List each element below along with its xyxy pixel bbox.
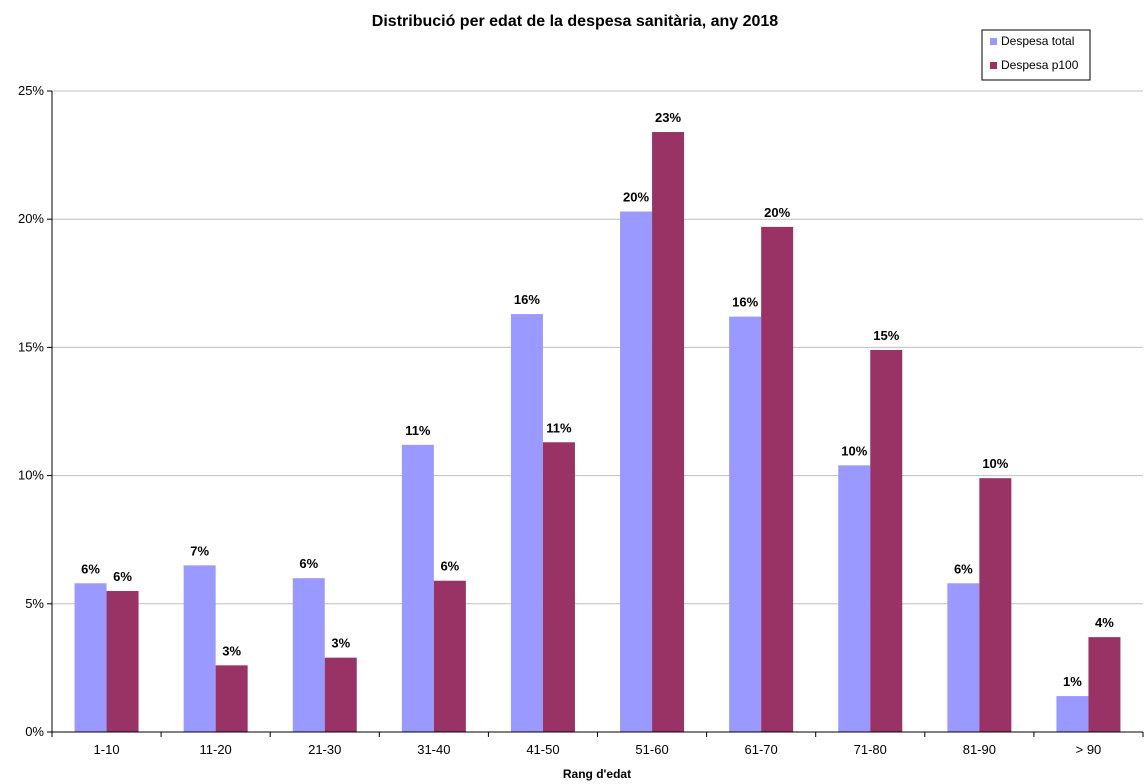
data-label: 20% (623, 190, 649, 205)
legend-box (981, 29, 1091, 81)
data-label: 20% (764, 205, 790, 220)
bar-despesa-p100 (542, 442, 575, 732)
bars (74, 132, 1121, 733)
y-tick-label: 5% (25, 596, 44, 611)
bar-despesa-p100 (652, 132, 685, 733)
data-label: 7% (190, 543, 209, 558)
data-label: 10% (841, 443, 867, 458)
bar-despesa-total (292, 578, 325, 732)
bar-despesa-total (729, 316, 762, 732)
x-tick-label: 41-50 (526, 742, 559, 757)
y-tick-label: 0% (25, 724, 44, 739)
bar-despesa-p100 (979, 478, 1012, 732)
x-tick-label: 61-70 (745, 742, 778, 757)
bar-despesa-p100 (215, 665, 248, 732)
bar-despesa-total (74, 583, 107, 732)
x-tick-label: 11-20 (200, 742, 232, 757)
x-tick-label: 81-90 (963, 742, 996, 757)
bar-despesa-p100 (433, 580, 466, 732)
data-label: 10% (982, 456, 1008, 471)
bar-despesa-p100 (106, 590, 139, 732)
x-tick-label: 21-30 (308, 742, 341, 757)
y-tick-label: 15% (18, 339, 44, 354)
bar-despesa-total (401, 444, 434, 732)
y-tick-label: 25% (18, 83, 44, 98)
data-label: 15% (873, 328, 899, 343)
x-tick-label: 51-60 (635, 742, 668, 757)
bar-despesa-total (510, 314, 543, 732)
x-tick-label: 31-40 (417, 742, 450, 757)
data-label: 11% (546, 420, 572, 435)
data-label: 1% (1063, 674, 1082, 689)
legend-swatch (990, 62, 997, 69)
bar-despesa-total (838, 465, 871, 732)
data-label: 11% (405, 423, 431, 438)
bar-despesa-total (1056, 696, 1089, 732)
legend: Despesa total Despesa p100 (981, 29, 1091, 81)
data-label: 6% (113, 569, 132, 584)
bar-despesa-p100 (870, 349, 903, 732)
chart-title: Distribució per edat de la despesa sanit… (372, 13, 779, 30)
bar-despesa-total (620, 211, 653, 732)
legend-swatch (990, 38, 997, 45)
data-label: 4% (1095, 615, 1114, 630)
y-tick-label: 20% (18, 211, 44, 226)
legend-label: Despesa p100 (1001, 58, 1079, 72)
data-label: 6% (299, 556, 318, 571)
data-label: 3% (331, 636, 350, 651)
x-tick-label: 71-80 (854, 742, 887, 757)
data-label: 23% (655, 110, 681, 125)
x-tick-label: 1-10 (94, 742, 120, 757)
bar-despesa-total (947, 583, 980, 732)
data-label: 6% (954, 561, 973, 576)
legend-label: Despesa total (1001, 34, 1074, 48)
bar-despesa-p100 (761, 226, 794, 732)
data-label: 16% (514, 292, 540, 307)
axes: 0% 5% 10% 15% 20% 25% 1-10 11-20 21-30 31-40 41-50… (18, 83, 1144, 757)
bar-despesa-p100 (324, 657, 357, 732)
x-tick-label: > 90 (1076, 742, 1102, 757)
data-label: 3% (222, 643, 241, 658)
data-label: 6% (81, 561, 100, 576)
y-tick-label: 10% (18, 468, 44, 483)
data-label: 16% (732, 295, 758, 310)
bar-despesa-p100 (1088, 637, 1121, 732)
x-axis-title: Rang d'edat (563, 767, 631, 781)
data-labels: 6% 6% 7% 3% 6% 3% 11% 6% 16% 11% 20% 23% 16% 20% 10% 15… (81, 110, 1114, 689)
bar-despesa-total (183, 565, 216, 732)
data-label: 6% (440, 559, 459, 574)
